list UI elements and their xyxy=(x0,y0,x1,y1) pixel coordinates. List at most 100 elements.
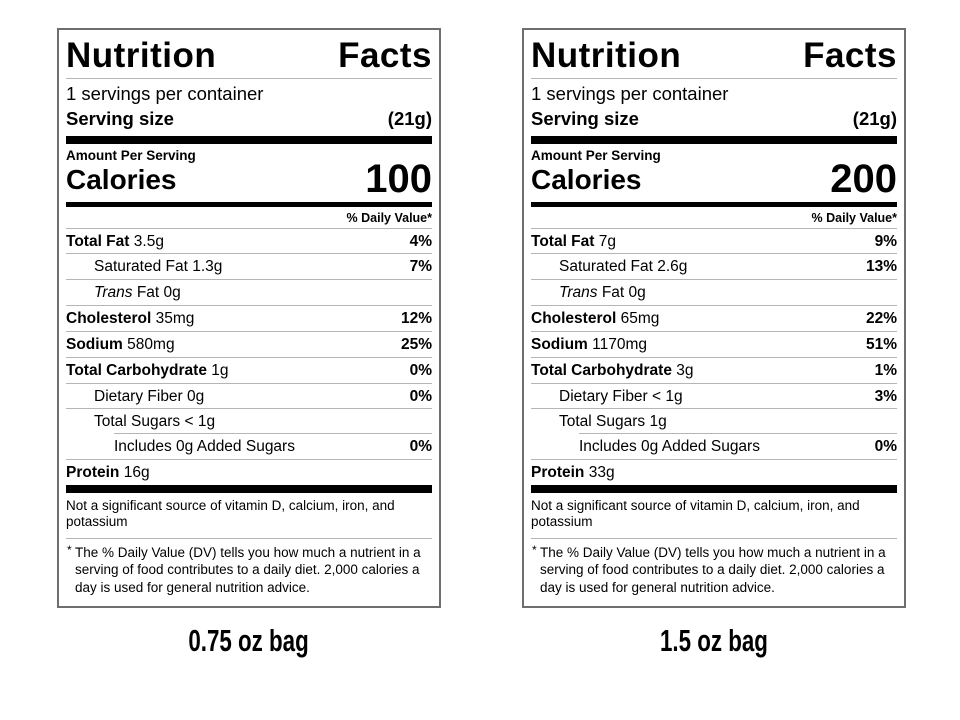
nutrient-name: Total Carbohydrate xyxy=(531,361,672,379)
nutrient-daily-value: 51% xyxy=(865,335,897,353)
nutrient-amount: 3.5g xyxy=(133,232,164,250)
serving-size-value: (21g) xyxy=(852,108,897,130)
nutrient-row-protein: Protein 16g xyxy=(66,460,432,485)
nutrient-row-dietary-fiber: Dietary Fiber 0g 0% xyxy=(66,384,432,410)
nutrient-daily-value: 22% xyxy=(865,310,897,328)
nutrient-text: Total Sugars < 1g xyxy=(94,413,215,431)
nutrient-row-includes-0g-added-sugars: Includes 0g Added Sugars 0% xyxy=(66,434,432,460)
label-title: Nutrition Facts xyxy=(531,34,897,80)
nutrient-row-total-sugars: Total Sugars < 1g xyxy=(66,409,432,434)
not-significant-note: Not a significant source of vitamin D, c… xyxy=(66,493,432,539)
label-title-word-1: Nutrition xyxy=(531,36,682,75)
nutrient-amount: 65mg xyxy=(620,310,660,328)
nutrient-daily-value: 0% xyxy=(409,361,432,379)
serving-size-value: (21g) xyxy=(387,108,432,130)
nutrient-row-cholesterol: Cholesterol 35mg 12% xyxy=(66,306,432,332)
nutrient-text: Total Sugars 1g xyxy=(559,413,667,431)
nutrient-amount: 7g xyxy=(598,232,617,250)
nutrient-text: Saturated Fat 2.6g xyxy=(559,258,687,276)
nutrient-amount: 1g xyxy=(211,361,229,379)
nutrient-name: Total Sugars xyxy=(559,413,646,431)
nutrient-daily-value: 12% xyxy=(400,310,432,328)
nutrient-row-trans: Trans Fat 0g xyxy=(531,280,897,307)
nutrient-amount: 3g xyxy=(676,361,694,379)
calories-label: Calories xyxy=(66,164,177,196)
nutrient-amount: 2.6g xyxy=(657,258,688,276)
nutrient-row-total-fat: Total Fat 7g 9% xyxy=(531,229,897,255)
calories-block: Amount Per Serving Calories 200 xyxy=(531,144,897,200)
nutrient-text: Total Fat 3.5g xyxy=(66,233,164,251)
calories-value: 200 xyxy=(830,156,897,201)
nutrient-row-total-carbohydrate: Total Carbohydrate 1g 0% xyxy=(66,358,432,384)
nutrient-amount: 1g xyxy=(649,413,667,431)
footnote-text: The % Daily Value (DV) tells you how muc… xyxy=(75,544,421,595)
nutrient-row-saturated-fat: Saturated Fat 2.6g 13% xyxy=(531,254,897,281)
thick-divider-bar xyxy=(531,484,897,493)
nutrient-daily-value: 0% xyxy=(874,438,897,456)
nutrient-name: Trans xyxy=(94,284,133,302)
caption-right-bag: 1.5 oz bag xyxy=(522,623,906,659)
serving-size-label: Serving size xyxy=(531,108,639,130)
calories-value: 100 xyxy=(365,156,432,201)
nutrient-amount: 33g xyxy=(588,463,615,481)
caption-text: 0.75 oz bag xyxy=(188,623,310,658)
nutrient-name: Total Fat xyxy=(531,232,595,250)
nutrition-label-right: Nutrition Facts 1 servings per container… xyxy=(522,28,906,608)
amount-per-serving-label: Amount Per Serving xyxy=(66,147,196,163)
nutrient-rows: Total Fat 7g 9% Saturated Fat 2.6g 13% Trans Fa… xyxy=(531,229,897,485)
nutrient-text: Protein 33g xyxy=(531,464,615,482)
nutrient-text: Includes 0g Added Sugars xyxy=(114,438,295,456)
nutrient-name: Sodium xyxy=(531,335,588,353)
nutrient-name: Total Sugars xyxy=(94,413,181,431)
nutrient-row-trans: Trans Fat 0g xyxy=(66,280,432,307)
nutrient-daily-value: 7% xyxy=(409,258,432,276)
nutrient-name: Saturated Fat xyxy=(559,258,653,276)
nutrient-name: Cholesterol xyxy=(66,310,152,328)
caption-left-bag: 0.75 oz bag xyxy=(57,623,441,659)
nutrient-amount: 1170mg xyxy=(592,335,648,353)
nutrient-amount: 0g xyxy=(187,387,205,405)
nutrient-text: Cholesterol 65mg xyxy=(531,310,659,328)
nutrient-row-total-fat: Total Fat 3.5g 4% xyxy=(66,229,432,255)
nutrient-name: Protein xyxy=(66,463,120,481)
nutrient-name: Sodium xyxy=(66,335,123,353)
nutrient-row-protein: Protein 33g xyxy=(531,460,897,485)
thick-divider-bar xyxy=(531,201,897,207)
caption-text: 1.5 oz bag xyxy=(660,623,768,658)
serving-size-row: Serving size (21g) xyxy=(531,106,897,135)
nutrient-text: Cholesterol 35mg xyxy=(66,310,194,328)
thick-divider-bar xyxy=(531,135,897,144)
nutrient-amount: < 1g xyxy=(652,387,683,405)
nutrient-name: Includes 0g Added Sugars xyxy=(114,438,295,456)
nutrient-text: Total Carbohydrate 1g xyxy=(66,362,229,380)
nutrient-row-sodium: Sodium 580mg 25% xyxy=(66,332,432,358)
nutrient-row-total-sugars: Total Sugars 1g xyxy=(531,409,897,434)
nutrient-name: Dietary Fiber xyxy=(94,387,183,405)
nutrient-name: Saturated Fat xyxy=(94,258,188,276)
thick-divider-bar xyxy=(66,201,432,207)
nutrient-name: Total Carbohydrate xyxy=(66,361,207,379)
nutrient-text: Dietary Fiber < 1g xyxy=(559,388,683,406)
daily-value-footnote: * The % Daily Value (DV) tells you how m… xyxy=(531,539,897,597)
nutrient-amount: 16g xyxy=(123,463,150,481)
servings-per-container: 1 servings per container xyxy=(66,83,264,105)
servings-per-container: 1 servings per container xyxy=(531,83,729,105)
nutrient-daily-value: 0% xyxy=(409,387,432,405)
daily-value-footnote: * The % Daily Value (DV) tells you how m… xyxy=(66,539,432,597)
nutrient-daily-value: 3% xyxy=(874,387,897,405)
nutrient-text: Trans Fat 0g xyxy=(94,284,181,302)
label-title-word-2: Facts xyxy=(803,36,897,75)
nutrient-text: Includes 0g Added Sugars xyxy=(579,438,760,456)
nutrient-row-includes-0g-added-sugars: Includes 0g Added Sugars 0% xyxy=(531,434,897,460)
nutrient-name: Protein xyxy=(531,463,585,481)
nutrient-name: Trans xyxy=(559,284,598,302)
nutrient-daily-value: 4% xyxy=(409,232,432,250)
nutrient-text: Total Fat 7g xyxy=(531,233,616,251)
label-title: Nutrition Facts xyxy=(66,34,432,80)
nutrient-daily-value: 0% xyxy=(409,438,432,456)
nutrient-row-sodium: Sodium 1170mg 51% xyxy=(531,332,897,358)
nutrient-rows: Total Fat 3.5g 4% Saturated Fat 1.3g 7% Trans F… xyxy=(66,229,432,485)
footnote-text: The % Daily Value (DV) tells you how muc… xyxy=(540,544,886,595)
nutrient-daily-value: 1% xyxy=(874,361,897,379)
